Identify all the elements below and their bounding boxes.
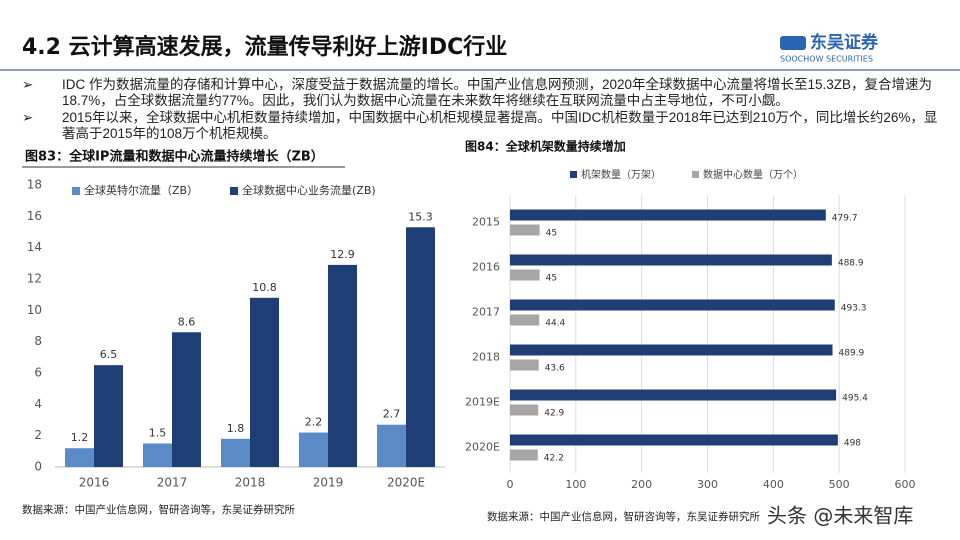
value-label: 15.3 bbox=[408, 210, 433, 223]
value-label: 489.9 bbox=[839, 349, 865, 359]
y-tick-label: 2017 bbox=[472, 306, 500, 319]
y-tick-label: 10 bbox=[27, 303, 42, 317]
bar bbox=[510, 224, 540, 236]
x-tick-label: 2016 bbox=[79, 476, 110, 490]
y-tick-label: 18 bbox=[27, 178, 42, 192]
legend-swatch bbox=[230, 187, 238, 195]
legend-swatch bbox=[692, 171, 699, 178]
value-label: 44.4 bbox=[545, 319, 565, 329]
x-tick-label: 100 bbox=[565, 478, 586, 491]
bar bbox=[377, 424, 406, 467]
legend-label: 机架数量（万架） bbox=[581, 168, 661, 181]
watermark-bg bbox=[762, 500, 937, 532]
bar bbox=[510, 449, 538, 461]
value-label: 6.5 bbox=[100, 348, 118, 361]
value-label: 8.6 bbox=[178, 315, 196, 328]
value-label: 42.2 bbox=[544, 454, 564, 464]
value-label: 1.5 bbox=[149, 427, 167, 440]
value-label: 10.8 bbox=[252, 281, 277, 294]
bullet-text: IDC 作为数据流量的存储和计算中心，深度受益于数据流量的增长。中国产业信息网预… bbox=[62, 77, 933, 108]
bar bbox=[299, 432, 328, 467]
bar bbox=[65, 448, 94, 467]
bar bbox=[510, 434, 838, 446]
bar bbox=[510, 269, 540, 281]
value-label: 498 bbox=[844, 439, 861, 449]
source: 数据来源：中国产业信息网，智研咨询等，东吴证券研究所 bbox=[487, 510, 760, 523]
value-label: 45 bbox=[546, 229, 557, 239]
bar bbox=[172, 332, 201, 467]
bar bbox=[510, 299, 835, 311]
logo-icon bbox=[780, 36, 806, 50]
bar bbox=[510, 389, 837, 401]
bar bbox=[510, 209, 826, 221]
value-label: 479.7 bbox=[832, 214, 858, 224]
slide-title: 4.2 云计算高速发展，流量传导利好上游IDC行业 bbox=[22, 34, 507, 60]
y-tick-label: 16 bbox=[27, 209, 42, 223]
legend-swatch bbox=[72, 187, 80, 195]
y-tick-label: 0 bbox=[34, 460, 42, 474]
value-label: 2.2 bbox=[305, 416, 323, 429]
y-tick-label: 2015 bbox=[472, 216, 500, 229]
bullet: ➢ IDC 作为数据流量的存储和计算中心，深度受益于数据流量的增长。中国产业信息网… bbox=[22, 77, 942, 109]
bar bbox=[406, 227, 435, 467]
x-tick-label: 300 bbox=[697, 478, 718, 491]
bar bbox=[510, 359, 539, 371]
value-label: 2.7 bbox=[383, 408, 401, 421]
bar bbox=[221, 438, 250, 467]
y-tick-label: 2020E bbox=[465, 441, 500, 454]
x-tick-label: 500 bbox=[829, 478, 850, 491]
x-tick-label: 2020E bbox=[387, 476, 425, 490]
y-tick-label: 2 bbox=[34, 428, 42, 442]
y-tick-label: 4 bbox=[34, 397, 42, 411]
watermark: 头条 @未来智库 bbox=[767, 504, 913, 528]
bar bbox=[510, 344, 833, 356]
x-tick-label: 0 bbox=[507, 478, 514, 491]
x-tick-label: 200 bbox=[631, 478, 652, 491]
value-label: 493.3 bbox=[841, 304, 867, 314]
bullet-text: 2015年以来，全球数据中心机柜数量持续增加，中国数据中心机柜规模显著提高。中国… bbox=[62, 110, 938, 141]
y-tick-label: 2019E bbox=[465, 396, 500, 409]
bullet: ➢ 2015年以来，全球数据中心机柜数量持续增加，中国数据中心机柜规模显著提高。中… bbox=[22, 110, 942, 142]
legend-label: 全球数据中心业务流量(ZB) bbox=[242, 183, 376, 197]
x-tick-label: 400 bbox=[763, 478, 784, 491]
value-label: 12.9 bbox=[330, 248, 355, 261]
y-tick-label: 6 bbox=[34, 366, 42, 380]
y-tick-label: 12 bbox=[27, 272, 42, 286]
y-tick-label: 8 bbox=[34, 334, 42, 348]
value-label: 42.9 bbox=[544, 409, 564, 419]
legend-label: 全球英特尔流量（ZB） bbox=[84, 183, 198, 197]
source: 数据来源：中国产业信息网，智研咨询等，东吴证券研究所 bbox=[22, 503, 295, 516]
value-label: 45 bbox=[546, 274, 557, 284]
x-tick-label: 600 bbox=[895, 478, 916, 491]
value-label: 488.9 bbox=[838, 259, 864, 269]
logo-en: SOOCHOW SECURITIES bbox=[780, 55, 873, 64]
y-tick-label: 14 bbox=[27, 240, 42, 254]
chart-title: 图83：全球IP流量和数据中心流量持续增长（ZB） bbox=[25, 149, 324, 165]
value-label: 1.8 bbox=[227, 422, 245, 435]
value-label: 495.4 bbox=[842, 394, 868, 404]
bar bbox=[328, 264, 357, 467]
y-tick-label: 2016 bbox=[472, 261, 500, 274]
x-tick-label: 2017 bbox=[157, 476, 188, 490]
y-tick-label: 2018 bbox=[472, 351, 500, 364]
value-label: 43.6 bbox=[545, 364, 565, 374]
chart-title: 图84：全球机架数量持续增加 bbox=[465, 139, 626, 154]
bar bbox=[250, 297, 279, 467]
bar bbox=[94, 365, 123, 467]
legend-swatch bbox=[570, 171, 577, 178]
bar bbox=[510, 404, 539, 416]
x-tick-label: 2018 bbox=[235, 476, 266, 490]
bar bbox=[510, 314, 540, 326]
value-label: 1.2 bbox=[71, 431, 89, 444]
bar bbox=[510, 254, 832, 266]
legend-label: 数据中心数量（万个） bbox=[703, 168, 803, 181]
bar bbox=[143, 443, 172, 467]
x-tick-label: 2019 bbox=[313, 476, 344, 490]
logo: 东吴证券 bbox=[810, 32, 879, 53]
